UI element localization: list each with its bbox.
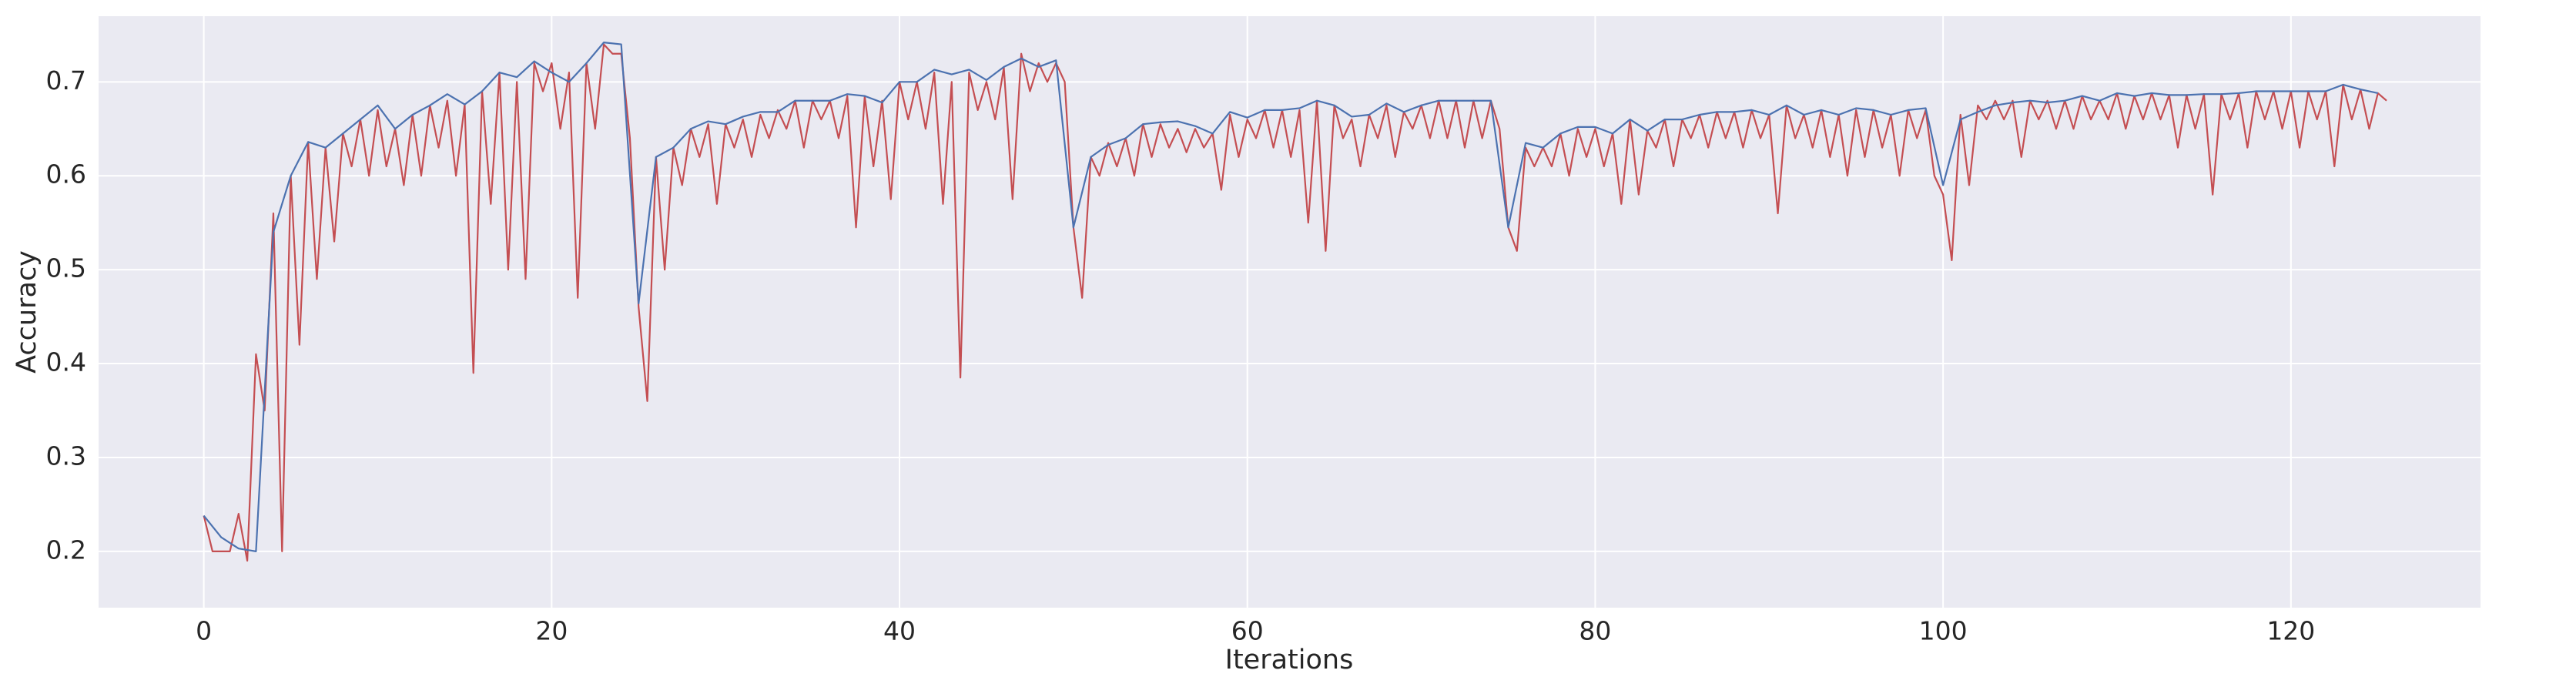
x-tick-label: 20: [535, 616, 568, 646]
y-tick-label: 0.5: [46, 253, 86, 283]
x-tick-label: 80: [1579, 616, 1611, 646]
x-tick-label: 60: [1231, 616, 1264, 646]
x-axis-label: Iterations: [1225, 645, 1354, 675]
y-tick-label: 0.6: [46, 159, 86, 189]
lines: [203, 42, 2387, 562]
x-tick-label: 0: [196, 616, 212, 646]
y-tick-label: 0.7: [46, 65, 86, 96]
grid: [99, 16, 2481, 608]
y-tick-label: 0.4: [46, 347, 86, 377]
y-tick-label: 0.3: [46, 441, 86, 471]
x-tick-label: 100: [1919, 616, 1968, 646]
y-tick-label: 0.2: [46, 535, 86, 565]
x-tick-label: 40: [883, 616, 916, 646]
y-axis-label: Accuracy: [12, 250, 42, 374]
data-line: [203, 42, 2378, 552]
ticks: 0 20 40 60 80 100 120 0.2 0.3 0.4 0.5 0.6 0.7: [46, 65, 2316, 646]
x-tick-label: 120: [2266, 616, 2315, 646]
plot-background: [99, 16, 2481, 608]
